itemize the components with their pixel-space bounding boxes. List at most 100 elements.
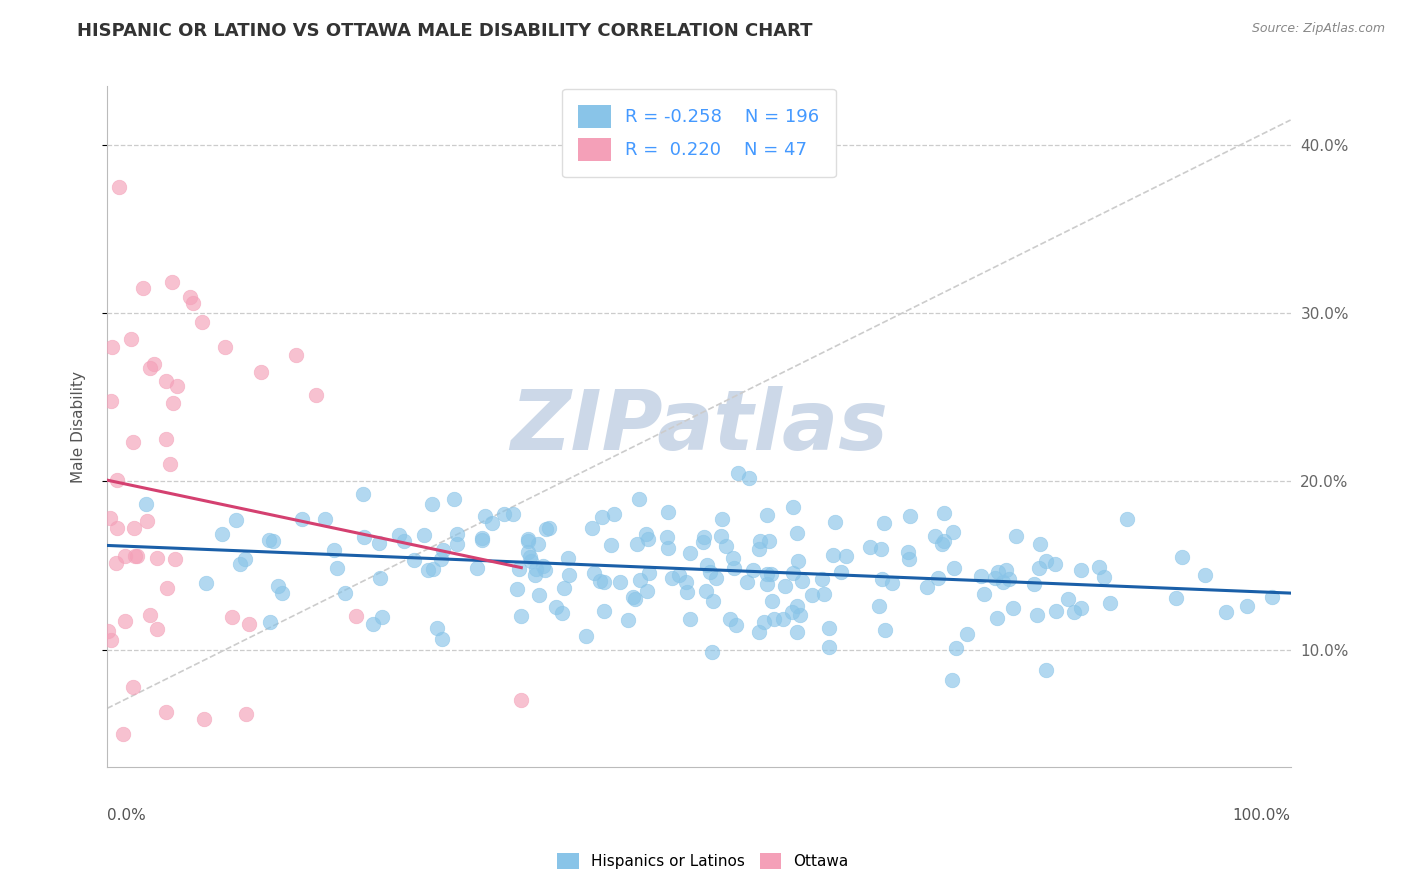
- Point: [897, 545, 920, 559]
- Point: [880, 576, 903, 591]
- Point: [388, 528, 411, 542]
- Point: [679, 546, 702, 560]
- Point: [942, 525, 965, 540]
- Text: 100.0%: 100.0%: [1233, 808, 1291, 823]
- Point: [333, 586, 356, 600]
- Point: [371, 610, 394, 624]
- Point: [748, 533, 770, 548]
- Point: [870, 572, 893, 586]
- Point: [917, 580, 939, 594]
- Point: [710, 529, 733, 543]
- Point: [1029, 537, 1052, 551]
- Point: [696, 558, 718, 572]
- Point: [361, 617, 384, 632]
- Point: [443, 492, 465, 507]
- Point: [404, 553, 426, 567]
- Point: [538, 520, 561, 534]
- Point: [758, 534, 780, 549]
- Point: [692, 530, 714, 544]
- Point: [492, 508, 515, 522]
- Point: [748, 542, 770, 557]
- Point: [553, 581, 575, 595]
- Point: [591, 510, 613, 524]
- Point: [761, 593, 783, 607]
- Point: [987, 565, 1010, 579]
- Point: [1115, 512, 1137, 526]
- Point: [322, 543, 344, 558]
- Point: [636, 583, 658, 598]
- Point: [527, 588, 550, 602]
- Point: [756, 567, 779, 582]
- Point: [250, 365, 273, 379]
- Point: [873, 516, 896, 531]
- Point: [973, 587, 995, 601]
- Point: [943, 561, 966, 575]
- Point: [786, 599, 808, 613]
- Point: [100, 632, 122, 647]
- Point: [932, 506, 955, 520]
- Point: [326, 561, 349, 575]
- Point: [676, 585, 699, 599]
- Point: [984, 571, 1007, 585]
- Point: [162, 396, 184, 410]
- Point: [748, 624, 770, 639]
- Point: [305, 387, 328, 401]
- Point: [900, 509, 922, 524]
- Point: [465, 561, 488, 575]
- Point: [557, 551, 579, 566]
- Point: [179, 289, 201, 303]
- Point: [617, 613, 640, 627]
- Point: [155, 705, 177, 719]
- Point: [422, 561, 444, 575]
- Point: [233, 552, 256, 566]
- Point: [786, 554, 808, 568]
- Point: [124, 521, 146, 535]
- Point: [742, 563, 765, 577]
- Point: [446, 537, 468, 551]
- Point: [214, 340, 236, 354]
- Point: [160, 275, 183, 289]
- Point: [392, 533, 415, 548]
- Point: [623, 591, 645, 606]
- Point: [621, 591, 644, 605]
- Point: [986, 611, 1008, 625]
- Point: [368, 535, 391, 549]
- Point: [1164, 591, 1187, 606]
- Point: [139, 360, 162, 375]
- Point: [135, 514, 157, 528]
- Point: [818, 640, 841, 654]
- Point: [723, 561, 745, 575]
- Point: [924, 529, 946, 543]
- Point: [945, 640, 967, 655]
- Point: [524, 568, 547, 582]
- Point: [229, 557, 252, 571]
- Point: [471, 533, 494, 547]
- Point: [813, 587, 835, 601]
- Y-axis label: Male Disability: Male Disability: [72, 371, 86, 483]
- Point: [262, 534, 284, 549]
- Point: [589, 574, 612, 589]
- Point: [290, 512, 312, 526]
- Point: [1092, 570, 1115, 584]
- Point: [520, 554, 543, 568]
- Point: [502, 507, 524, 521]
- Point: [711, 512, 734, 526]
- Point: [1194, 568, 1216, 582]
- Point: [426, 620, 449, 634]
- Point: [517, 532, 540, 546]
- Point: [782, 500, 804, 515]
- Point: [897, 552, 920, 566]
- Point: [124, 549, 146, 563]
- Point: [420, 497, 443, 511]
- Point: [195, 575, 218, 590]
- Point: [225, 513, 247, 527]
- Point: [1022, 577, 1045, 591]
- Point: [352, 487, 374, 501]
- Point: [1057, 591, 1080, 606]
- Point: [859, 540, 882, 554]
- Point: [786, 625, 808, 640]
- Point: [114, 614, 136, 628]
- Point: [125, 549, 148, 564]
- Point: [1025, 607, 1047, 622]
- Point: [551, 606, 574, 620]
